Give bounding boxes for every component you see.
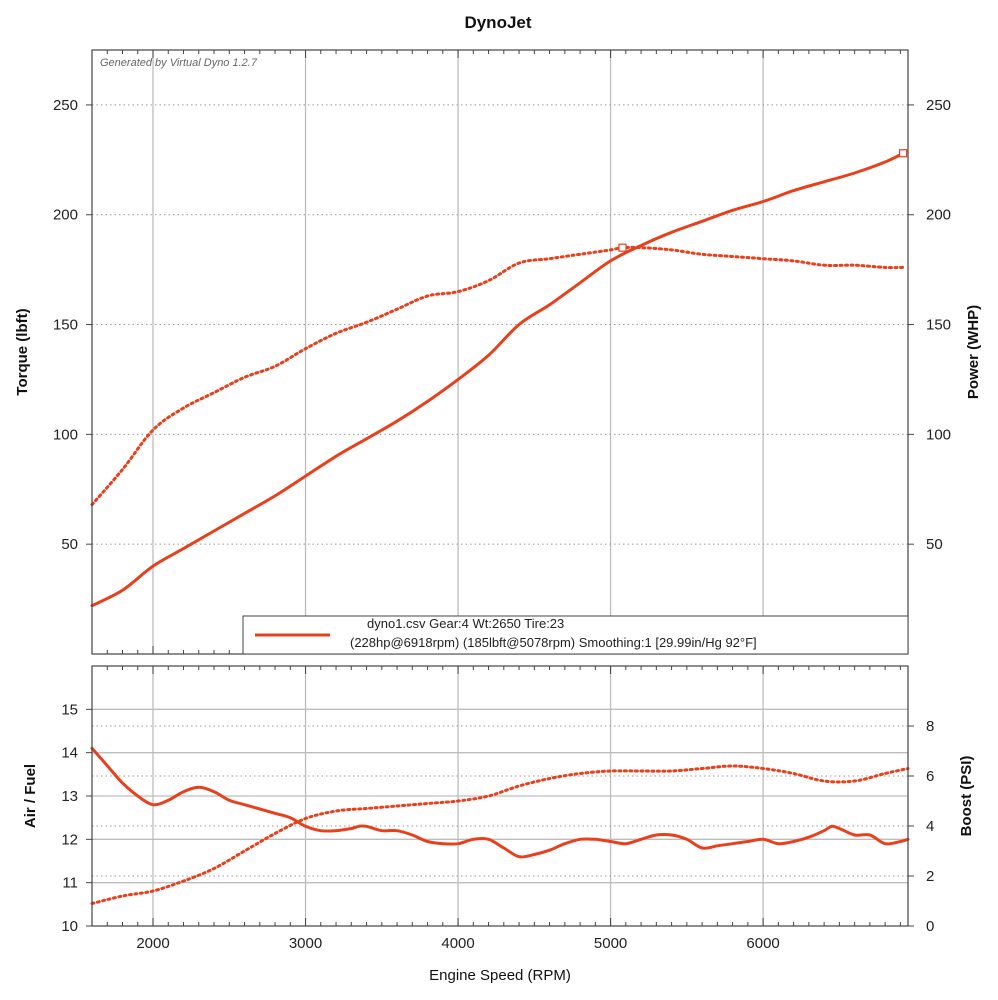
afr-boost-panel: 10 11 12 13 14 15 0 2 4 6 8 2000 3000 4000 5000 6000 Ai… [22, 665, 975, 952]
bottom-series [90, 746, 910, 905]
power-axis-label: Power (WHP) [965, 305, 982, 399]
x-axis-label: Engine Speed (RPM) [429, 967, 571, 984]
peak-torque-marker [618, 243, 627, 252]
legend-line-2: (228hp@6918rpm) (185lbft@5078rpm) Smooth… [350, 635, 757, 650]
xtick-label-6000: 6000 [746, 935, 779, 952]
torque-power-panel: 50 100 150 200 250 50 100 150 200 250 Generated b… [14, 49, 982, 655]
top-ytick-label-200: 200 [53, 207, 78, 224]
top-panel-background [92, 50, 908, 654]
top-grid [92, 50, 908, 654]
xtick-label-4000: 4000 [441, 935, 474, 952]
torque-axis-label: Torque (lbft) [14, 308, 31, 395]
bottom-y2tick-label-0: 0 [926, 918, 934, 935]
legend-line-1: dyno1.csv Gear:4 Wt:2650 Tire:23 [367, 616, 564, 631]
xtick-label-3000: 3000 [289, 935, 322, 952]
bottom-ytick-label-13: 13 [61, 788, 78, 805]
top-ytick-label-50: 50 [61, 536, 78, 553]
top-y2tick-label-100: 100 [926, 426, 951, 443]
top-series [90, 149, 908, 608]
bottom-ytick-label-12: 12 [61, 831, 78, 848]
bottom-y2tick-label-8: 8 [926, 718, 934, 735]
bottom-ytick-label-14: 14 [61, 745, 78, 762]
xtick-label-2000: 2000 [136, 935, 169, 952]
chart-title: DynoJet [464, 13, 531, 32]
bottom-y2tick-label-6: 6 [926, 768, 934, 785]
legend: dyno1.csv Gear:4 Wt:2650 Tire:23 (228hp@… [242, 615, 909, 655]
top-series-power-whp- [90, 151, 905, 608]
bottom-ytick-label-15: 15 [61, 701, 78, 718]
top-ytick-label-150: 150 [53, 317, 78, 334]
top-ticks: 50 100 150 200 250 50 100 150 200 250 [53, 50, 951, 654]
top-ytick-label-100: 100 [53, 426, 78, 443]
bottom-ytick-label-11: 11 [62, 875, 78, 892]
watermark: Generated by Virtual Dyno 1.2.7 [100, 57, 258, 69]
bottom-series-air-fuel [90, 746, 910, 859]
top-y2tick-label-250: 250 [926, 97, 951, 114]
bottom-y2tick-label-4: 4 [926, 818, 934, 835]
peak-power-marker [899, 149, 908, 158]
top-series-torque-lbft- [90, 245, 905, 507]
boost-axis-label: Boost (PSI) [958, 756, 975, 837]
top-y2tick-label-50: 50 [926, 536, 943, 553]
bottom-y2tick-label-2: 2 [926, 868, 934, 885]
bottom-ticks: 10 11 12 13 14 15 0 2 4 6 8 2000 3000 4000 5000 6000 [61, 666, 934, 952]
legend-box [242, 615, 909, 655]
bottom-grid [92, 666, 908, 926]
xtick-label-5000: 5000 [594, 935, 627, 952]
top-ytick-label-250: 250 [53, 97, 78, 114]
bottom-series-boost-psi- [90, 764, 910, 905]
top-y2tick-label-200: 200 [926, 207, 951, 224]
top-y2tick-label-150: 150 [926, 317, 951, 334]
bottom-ytick-label-10: 10 [61, 918, 78, 935]
afr-axis-label: Air / Fuel [22, 764, 39, 828]
